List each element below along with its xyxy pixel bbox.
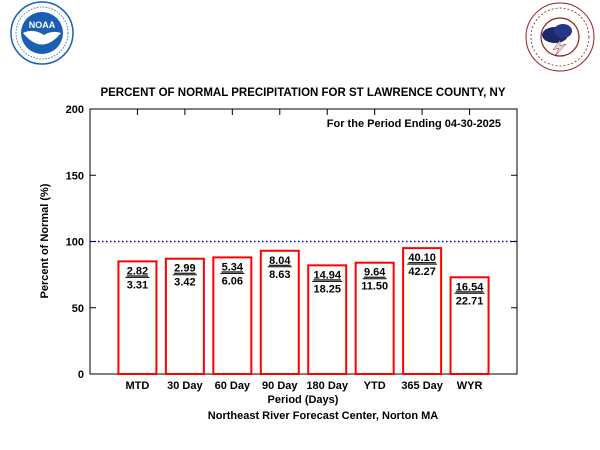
bar-normal-label: 22.71 bbox=[456, 295, 484, 307]
chart-title: PERCENT OF NORMAL PRECIPITATION FOR ST L… bbox=[100, 87, 505, 99]
plot-area: 0 50 100 150 200 2.82 3.31 MTD 2.99 3.42 30 Day 5.3… bbox=[66, 104, 518, 392]
x-tick-label: 60 Day bbox=[215, 380, 251, 392]
bar-normal-label: 18.25 bbox=[313, 283, 341, 295]
bar-normal-label: 3.42 bbox=[174, 277, 195, 289]
y-tick-label: 0 bbox=[78, 369, 84, 381]
x-tick-label: 365 Day bbox=[401, 380, 443, 392]
bar-observed-label: 14.94 bbox=[313, 269, 341, 281]
bar bbox=[307, 264, 348, 376]
x-tick-label: WYR bbox=[457, 380, 483, 392]
bar-normal-label: 3.31 bbox=[127, 279, 148, 291]
bar bbox=[402, 247, 443, 375]
bar-normal-label: 11.50 bbox=[361, 281, 388, 293]
x-tick-label: 180 Day bbox=[306, 380, 348, 392]
bar bbox=[212, 256, 253, 375]
bar-observed-label: 5.34 bbox=[222, 261, 244, 273]
y-axis-label: Percent of Normal (%) bbox=[39, 183, 51, 298]
bar-normal-label: 6.06 bbox=[222, 275, 243, 287]
y-tick-label: 50 bbox=[72, 303, 84, 315]
bar-observed-label: 16.54 bbox=[456, 281, 484, 293]
x-tick-label: MTD bbox=[126, 380, 150, 392]
noaa-logo-text: NOAA bbox=[29, 20, 56, 30]
bar bbox=[259, 249, 300, 375]
bar-observed-label: 8.04 bbox=[269, 255, 291, 267]
noaa-logo: NOAA bbox=[10, 1, 74, 65]
y-tick-label: 200 bbox=[66, 104, 84, 116]
footer-credit: Northeast River Forecast Center, Norton … bbox=[208, 410, 438, 422]
period-annotation: For the Period Ending 04-30-2025 bbox=[327, 118, 501, 130]
bar-observed-label: 40.10 bbox=[408, 252, 436, 264]
bar bbox=[354, 261, 395, 376]
bar-observed-label: 2.82 bbox=[127, 265, 148, 277]
x-tick-label: 30 Day bbox=[167, 380, 203, 392]
x-tick-label: YTD bbox=[364, 380, 386, 392]
y-tick-label: 100 bbox=[66, 237, 84, 249]
x-tick-label: 90 Day bbox=[262, 380, 298, 392]
bar bbox=[164, 257, 205, 376]
bar-observed-label: 2.99 bbox=[174, 263, 195, 275]
bar-observed-label: 9.64 bbox=[364, 267, 386, 279]
bar bbox=[117, 260, 158, 375]
bar-normal-label: 8.63 bbox=[269, 269, 290, 281]
nws-logo bbox=[525, 2, 595, 72]
bar-normal-label: 42.27 bbox=[408, 266, 436, 278]
y-tick-label: 150 bbox=[66, 170, 84, 182]
x-axis-label: Period (Days) bbox=[268, 394, 339, 406]
